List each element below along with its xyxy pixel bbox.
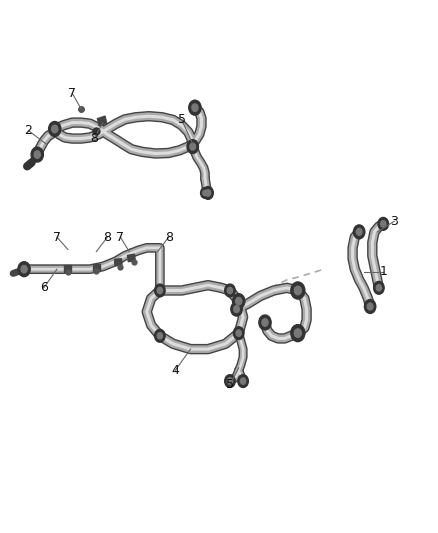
Circle shape [364, 300, 376, 313]
Circle shape [381, 221, 386, 227]
Circle shape [31, 147, 43, 162]
Circle shape [203, 190, 207, 196]
Circle shape [49, 122, 61, 136]
Circle shape [225, 375, 235, 387]
Bar [127, 254, 135, 262]
Circle shape [227, 378, 233, 384]
Bar [64, 265, 71, 272]
Circle shape [225, 284, 235, 297]
Text: 7: 7 [68, 87, 76, 100]
Circle shape [262, 319, 268, 326]
Circle shape [234, 306, 239, 312]
Circle shape [233, 327, 244, 340]
Circle shape [34, 151, 40, 158]
Circle shape [205, 190, 211, 196]
Circle shape [236, 330, 241, 336]
Circle shape [21, 265, 27, 273]
Text: 5: 5 [178, 114, 186, 126]
Text: 1: 1 [379, 265, 387, 278]
Circle shape [233, 294, 245, 309]
Circle shape [155, 329, 165, 342]
Circle shape [227, 287, 233, 294]
Circle shape [238, 375, 248, 387]
Circle shape [291, 282, 305, 299]
Circle shape [356, 229, 362, 236]
Circle shape [190, 143, 195, 150]
Circle shape [374, 281, 384, 294]
Bar [115, 259, 122, 266]
Circle shape [192, 104, 198, 111]
Circle shape [259, 315, 271, 330]
Circle shape [294, 286, 301, 295]
Circle shape [376, 285, 381, 291]
Text: 8: 8 [165, 231, 173, 244]
Text: 8: 8 [90, 132, 98, 145]
Text: 4: 4 [171, 364, 179, 377]
Bar [97, 116, 107, 126]
Circle shape [157, 333, 162, 339]
Circle shape [203, 187, 213, 199]
Circle shape [189, 100, 201, 115]
Circle shape [367, 303, 373, 310]
Circle shape [157, 287, 162, 294]
Text: 6: 6 [40, 281, 48, 294]
Text: 8: 8 [103, 231, 111, 244]
Circle shape [236, 297, 242, 305]
Circle shape [378, 217, 389, 230]
Text: 2: 2 [25, 124, 32, 137]
Circle shape [291, 325, 305, 342]
Circle shape [231, 302, 242, 316]
Circle shape [187, 140, 198, 154]
Circle shape [52, 125, 58, 133]
Circle shape [201, 188, 209, 198]
Circle shape [240, 378, 246, 384]
Text: 7: 7 [53, 231, 61, 244]
Circle shape [155, 284, 165, 297]
Circle shape [18, 262, 30, 277]
Circle shape [294, 329, 301, 337]
Circle shape [353, 225, 365, 239]
Bar [93, 264, 100, 271]
Text: 5: 5 [226, 378, 234, 391]
Text: 7: 7 [117, 231, 124, 244]
Text: 3: 3 [390, 215, 398, 228]
